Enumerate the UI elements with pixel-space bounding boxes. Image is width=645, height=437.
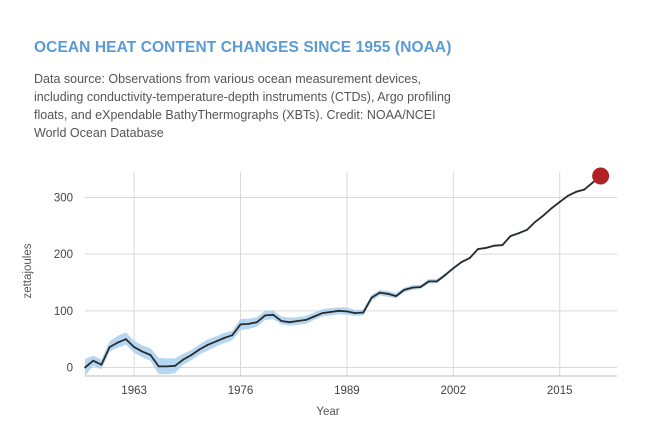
data-point [476,248,479,250]
data-point [534,220,537,223]
data-point [247,322,250,325]
data-point [182,358,185,361]
x-tick-label-2015: 2015 [547,385,573,397]
data-point [444,274,447,277]
data-point [165,365,168,368]
data-point [321,312,324,314]
data-point [280,320,283,322]
data-point [354,312,356,314]
data-point [550,207,553,210]
data-point [362,311,365,314]
y-tick-label-100: 100 [54,306,73,318]
data-point [329,311,332,313]
y-tick-label-200: 200 [54,249,73,261]
data-point [468,257,471,260]
data-point [272,313,275,316]
uncertainty-band [85,174,601,376]
x-tick-labels: 1963 1976 1989 2002 2015 [121,385,572,397]
data-point [255,321,258,324]
data-point [92,359,95,362]
data-point [264,314,266,317]
data-point [370,296,373,299]
data-point [133,346,136,348]
data-point [84,366,86,369]
data-point [403,288,406,291]
data-point [501,244,504,247]
x-tick-label-1963: 1963 [121,385,147,397]
x-axis-title: Year [316,406,339,418]
data-point [452,267,455,270]
chart-title: OCEAN HEAT CONTENT CHANGES SINCE 1955 (N… [34,39,452,56]
data-point [296,320,299,322]
data-point [313,315,316,318]
data-point [206,343,209,346]
data-point [337,309,340,312]
series-line [84,175,602,369]
data-point [288,321,291,324]
chart-description: Data source: Observations from various o… [34,72,451,140]
data-point [485,247,487,249]
data-point [436,280,438,283]
data-point [411,286,414,289]
data-point [566,194,569,197]
data-point [149,354,152,356]
data-point [378,291,381,294]
x-tick-label-1976: 1976 [228,385,254,397]
data-point [493,244,496,247]
data-point [395,295,397,297]
uncertainty-band-layer [85,174,601,376]
data-point [517,232,520,235]
x-tick-label-2002: 2002 [441,385,467,397]
data-point [509,235,512,237]
data-point [141,350,144,353]
data-point [583,188,586,191]
data-point [558,201,561,203]
data-point [460,261,463,263]
x-tick-label-1989: 1989 [334,385,360,397]
data-point [427,280,430,283]
data-point [100,363,103,366]
data-point [419,286,422,288]
data-point [190,354,193,356]
data-point [108,346,111,348]
data-point [526,228,528,231]
data-point [346,310,348,313]
data-point [116,341,119,344]
data-point [305,319,307,321]
y-tick-label-300: 300 [54,193,73,205]
data-point [215,340,217,343]
data-point [575,190,577,193]
y-tick-labels: 0 100 200 300 [54,193,73,375]
data-point [198,348,201,351]
data-point [231,334,234,337]
data-point [591,181,594,184]
y-axis-title: zettajoules [22,243,34,298]
data-point [157,365,160,368]
data-point [125,338,127,341]
grid-lines [85,172,617,377]
series-layer [84,167,610,369]
data-point [386,292,389,295]
data-point [223,337,226,339]
data-point [239,323,242,326]
data-point [542,214,545,217]
y-tick-label-0: 0 [67,363,73,375]
latest-value-marker [592,167,610,185]
data-point [174,364,176,367]
